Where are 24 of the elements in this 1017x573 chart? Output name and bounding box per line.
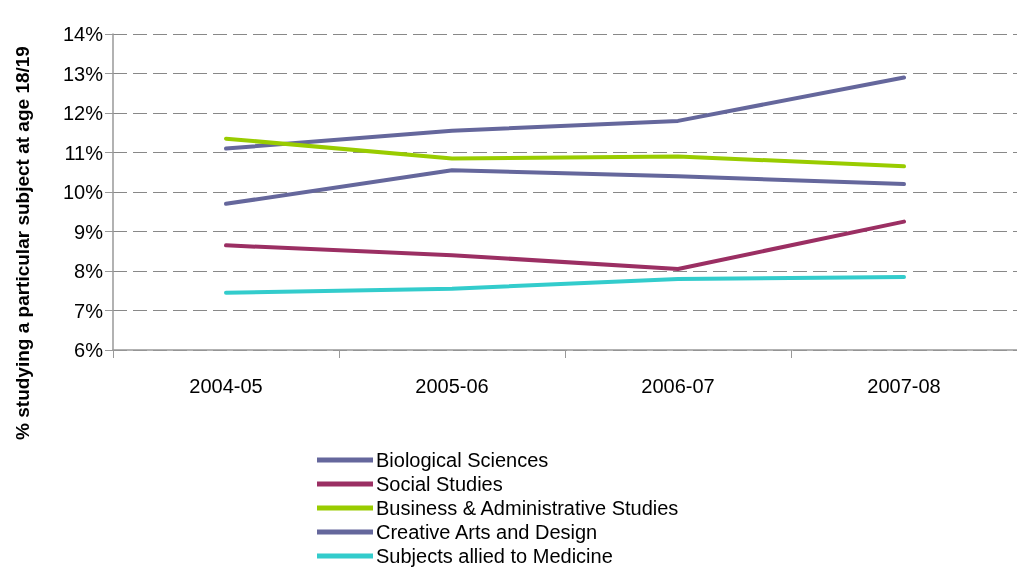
line-series [224, 168, 906, 206]
line-series [224, 136, 906, 169]
y-tick-label: 14% [62, 23, 104, 45]
y-tick-label: 11% [64, 141, 104, 164]
y-axis-title: % studying a particular subject at age 18/19 [11, 46, 33, 440]
line-series [224, 75, 906, 151]
y-tick-label: 12% [62, 102, 104, 124]
y-tick-label: 8% [74, 260, 104, 282]
line-series [224, 219, 906, 272]
x-tick-label: 2006-07 [641, 375, 715, 397]
y-tick-label: 10% [62, 181, 104, 203]
legend-label: Subjects allied to Medicine [376, 545, 613, 567]
y-tick-label: 9% [74, 220, 104, 243]
legend-label: Business & Administrative Studies [376, 497, 679, 519]
legend-label: Creative Arts and Design [376, 521, 598, 543]
y-tick-label: 7% [74, 299, 104, 322]
y-tick-label: 13% [62, 62, 104, 85]
legend-label: Social Studies [376, 473, 503, 495]
line-series [224, 274, 906, 295]
legend-label: Biological Sciences [376, 449, 549, 471]
x-tick-label: 2005-06 [415, 375, 489, 397]
y-tick-label: 6% [74, 339, 104, 361]
x-tick-label: 2007-08 [867, 375, 941, 397]
x-tick-label: 2004-05 [189, 375, 263, 397]
